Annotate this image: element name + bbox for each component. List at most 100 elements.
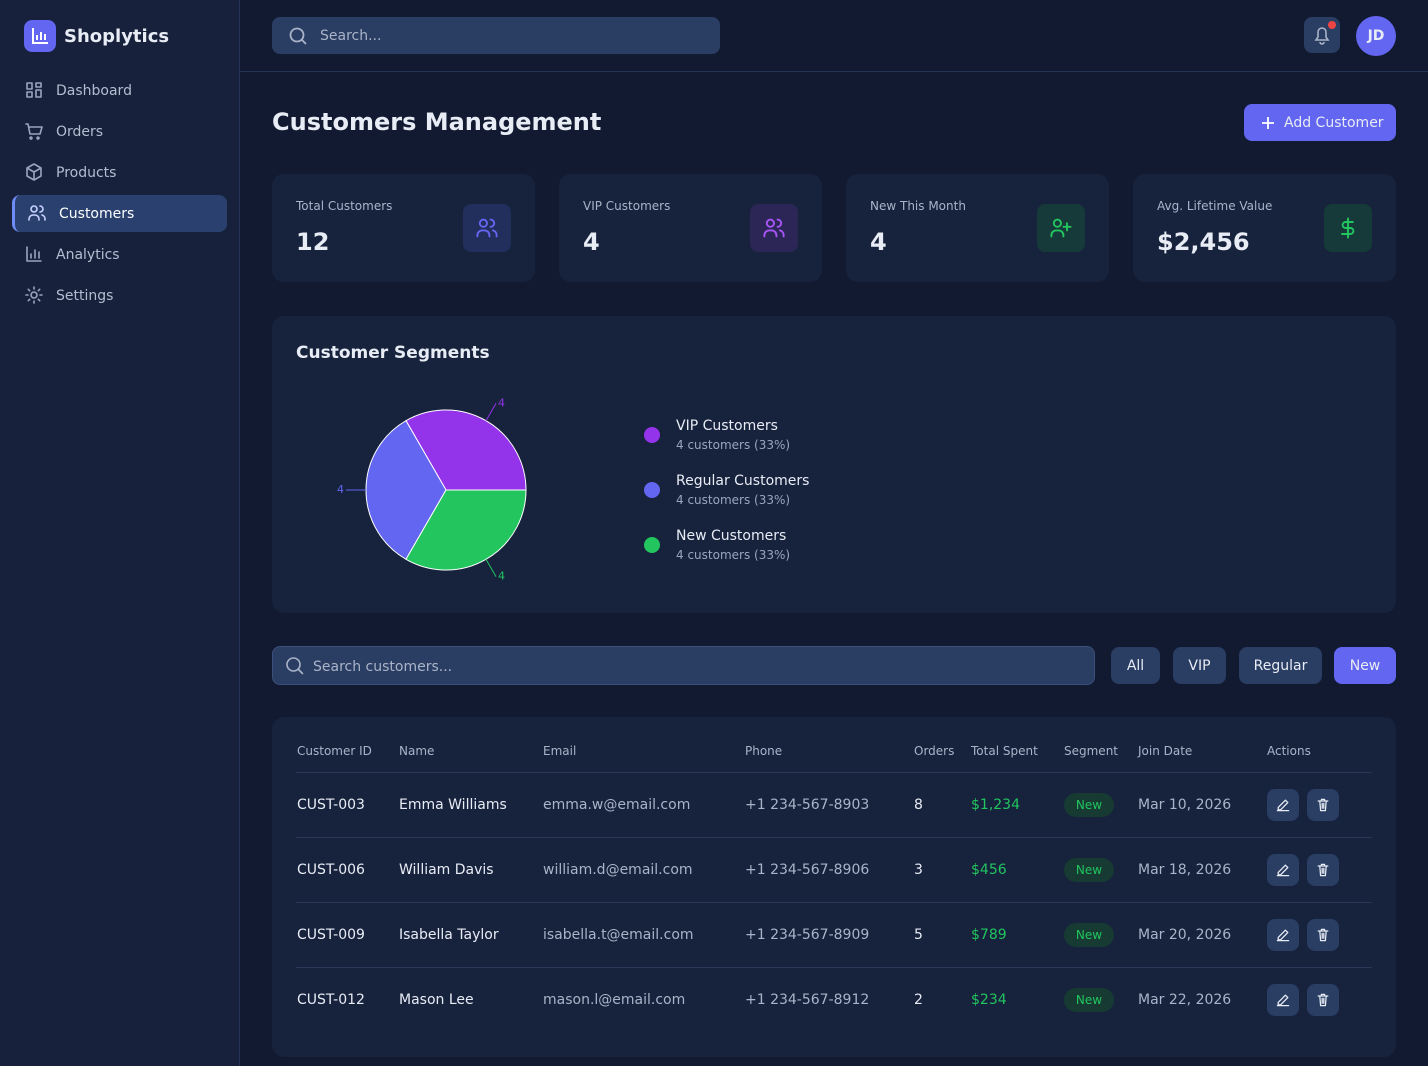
cell: emma.w@email.com <box>543 797 691 813</box>
customer-search[interactable]: Search customers... <box>272 646 1095 685</box>
nav-icon <box>26 163 42 181</box>
delete-button-icon <box>1317 928 1329 942</box>
total-spent: $234 <box>971 992 1007 1008</box>
filter-button[interactable]: New <box>1334 647 1396 684</box>
edit-button[interactable] <box>1267 854 1299 886</box>
segment-label: New <box>1075 928 1103 942</box>
nav-item[interactable]: Dashboard <box>12 72 227 109</box>
brand-logo <box>24 20 56 52</box>
cell: CUST-012 <box>297 992 365 1008</box>
stat-label: Avg. Lifetime Value <box>1157 199 1273 213</box>
cell: CUST-009 <box>297 927 365 943</box>
row-divider <box>296 902 1372 903</box>
edit-button[interactable] <box>1267 919 1299 951</box>
legend-swatch <box>644 427 660 443</box>
topbar-border <box>240 71 1428 72</box>
avatar[interactable]: JD <box>1356 16 1396 56</box>
stat-value: $2,456 <box>1157 228 1250 256</box>
cell: Isabella Taylor <box>399 927 499 943</box>
edit-button-icon <box>1276 929 1290 942</box>
plus-icon <box>1262 117 1274 129</box>
nav-icon <box>25 286 43 304</box>
cell: +1 234-567-8906 <box>745 862 870 878</box>
nav-icon <box>28 205 46 221</box>
stat-card: Avg. Lifetime Value $2,456 <box>1133 174 1396 282</box>
delete-button-icon <box>1317 863 1329 877</box>
nav-item[interactable]: Analytics <box>12 236 227 273</box>
stat-icon-glyph <box>1341 217 1355 239</box>
notifications-button[interactable] <box>1304 17 1340 53</box>
filter-label: VIP <box>1188 657 1211 674</box>
legend-detail: 4 customers (33%) <box>676 438 791 452</box>
top-search[interactable]: Search... <box>272 17 720 54</box>
edit-button[interactable] <box>1267 789 1299 821</box>
label-line <box>485 559 497 577</box>
row-divider <box>296 967 1372 968</box>
pie-chart: 4 4 4 <box>337 396 527 583</box>
stat-icon-glyph <box>1050 218 1072 238</box>
cell: 2 <box>914 992 923 1008</box>
nav-label: Customers <box>59 206 135 222</box>
total-spent: $456 <box>971 862 1007 878</box>
edit-button-icon <box>1276 864 1290 877</box>
segment-label: New <box>1075 798 1103 812</box>
filter-button[interactable]: Regular <box>1239 647 1322 684</box>
search-placeholder: Search... <box>320 28 382 44</box>
pie-slice <box>365 420 447 560</box>
cell: Mar 18, 2026 <box>1138 862 1232 878</box>
delete-button-icon <box>1317 798 1329 812</box>
brand-name: Shoplytics <box>64 26 170 47</box>
nav-label: Dashboard <box>56 83 132 99</box>
stat-value: 4 <box>583 228 600 256</box>
nav-label: Products <box>56 165 117 181</box>
sidebar <box>0 0 240 1066</box>
legend-detail: 4 customers (33%) <box>676 548 791 562</box>
nav-icon <box>26 82 42 98</box>
stat-card: VIP Customers 4 <box>559 174 822 282</box>
nav-item[interactable]: Products <box>12 154 227 191</box>
filter-button[interactable]: All <box>1111 647 1160 684</box>
search-placeholder: Search customers... <box>313 659 453 675</box>
column-header: Segment <box>1064 744 1118 758</box>
search-icon <box>289 27 307 45</box>
delete-button[interactable] <box>1307 854 1339 886</box>
bell-icon <box>1314 21 1336 45</box>
filter-button[interactable]: VIP <box>1173 647 1226 684</box>
cell: Mar 10, 2026 <box>1138 797 1232 813</box>
delete-button[interactable] <box>1307 789 1339 821</box>
segment-badge: New <box>1064 988 1114 1012</box>
delete-button[interactable] <box>1307 919 1339 951</box>
legend-name: VIP Customers <box>676 418 778 434</box>
cell: william.d@email.com <box>543 862 693 878</box>
pie-slice <box>405 409 527 491</box>
delete-button-icon <box>1317 993 1329 1007</box>
cell: +1 234-567-8903 <box>745 797 870 813</box>
cell: 3 <box>914 862 923 878</box>
stat-icon <box>750 204 798 252</box>
column-header: Customer ID <box>297 744 372 758</box>
cell: 5 <box>914 927 923 943</box>
cell: Mar 22, 2026 <box>1138 992 1232 1008</box>
slice-label: 4 <box>498 570 505 583</box>
filter-label: All <box>1126 657 1145 674</box>
cell: Emma Williams <box>399 797 507 813</box>
legend-swatch <box>644 537 660 553</box>
delete-button[interactable] <box>1307 984 1339 1016</box>
stat-icon <box>463 204 511 252</box>
add-customer-label: Add Customer <box>1284 115 1384 131</box>
nav-item[interactable]: Orders <box>12 113 227 150</box>
column-header: Phone <box>745 744 783 758</box>
nav-item[interactable]: Settings <box>12 277 227 314</box>
edit-button-icon <box>1276 799 1290 812</box>
chart-title: Customer Segments <box>296 343 490 363</box>
stat-icon-glyph <box>476 218 498 238</box>
edit-button[interactable] <box>1267 984 1299 1016</box>
nav-item[interactable]: Customers <box>12 195 227 232</box>
column-header: Email <box>543 744 577 758</box>
segment-badge: New <box>1064 793 1114 817</box>
stat-value: 4 <box>870 228 887 256</box>
add-customer-button[interactable]: Add Customer <box>1244 104 1396 141</box>
cell: +1 234-567-8909 <box>745 927 870 943</box>
stat-label: New This Month <box>870 199 966 213</box>
nav-icon <box>25 123 43 140</box>
